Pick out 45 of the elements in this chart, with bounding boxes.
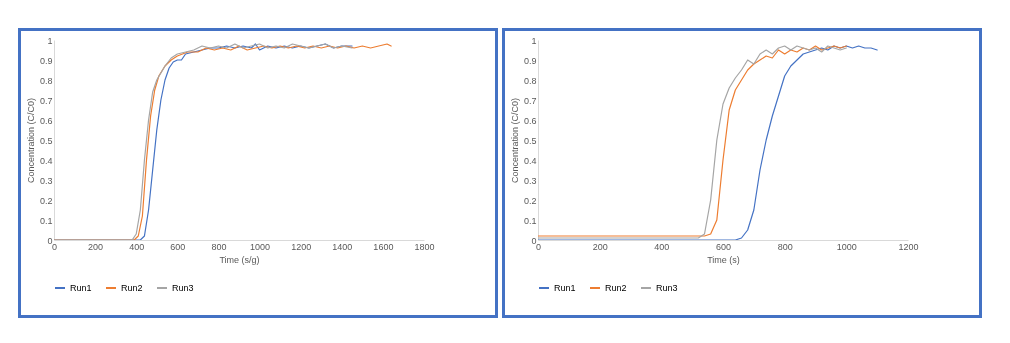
x-tick-label: 1800	[414, 241, 435, 252]
legend-label: Run2	[121, 283, 143, 293]
y-tick-label: 0.7	[39, 95, 53, 106]
x-tick-label: 1000	[250, 241, 271, 252]
y-tick-label: 0.8	[39, 75, 53, 86]
legend-label: Run1	[70, 283, 92, 293]
y-tick-label: 0.6	[39, 115, 53, 126]
y-tick-label: 0.1	[523, 215, 537, 226]
y-tick-label: 0.1	[39, 215, 53, 226]
y-axis-title: Concentration (C/C0)	[509, 97, 520, 184]
legend-label: Run3	[656, 283, 678, 293]
legend-label: Run2	[605, 283, 627, 293]
y-tick-label: 1	[531, 35, 537, 46]
x-tick-label: 1400	[332, 241, 353, 252]
x-axis-title: Time (s)	[707, 254, 740, 265]
x-tick-label: 1600	[373, 241, 394, 252]
x-tick-label: 200	[592, 241, 608, 252]
y-tick-label: 0.5	[39, 135, 53, 146]
x-tick-label: 800	[211, 241, 227, 252]
y-tick-label: 0.7	[523, 95, 537, 106]
y-tick-label: 0.4	[39, 155, 53, 166]
y-tick-label: 0.5	[523, 135, 537, 146]
x-tick-label: 1200	[291, 241, 312, 252]
y-tick-label: 0.6	[523, 115, 537, 126]
x-tick-label: 200	[88, 241, 104, 252]
y-tick-label: 0.3	[39, 175, 53, 186]
y-tick-label: 0.2	[39, 195, 53, 206]
x-tick-label: 600	[170, 241, 186, 252]
x-axis-title: Time (s/g)	[219, 254, 260, 265]
y-tick-label: 0.8	[523, 75, 537, 86]
x-tick-label: 1000	[836, 241, 857, 252]
y-tick-label: 0.9	[39, 55, 53, 66]
x-tick-label: 400	[129, 241, 145, 252]
y-axis-title: Concentration (C/C0)	[25, 97, 36, 184]
y-tick-label: 0.2	[523, 195, 537, 206]
y-tick-label: 1	[47, 35, 53, 46]
x-tick-label: 400	[654, 241, 670, 252]
y-tick-label: 0.4	[523, 155, 537, 166]
legend-label: Run3	[172, 283, 194, 293]
y-tick-label: 0.3	[523, 175, 537, 186]
legend-label: Run1	[554, 283, 576, 293]
x-tick-label: 600	[715, 241, 732, 252]
x-tick-label: 1200	[898, 241, 919, 252]
x-tick-label: 800	[777, 241, 793, 252]
y-tick-label: 0.9	[523, 55, 537, 66]
